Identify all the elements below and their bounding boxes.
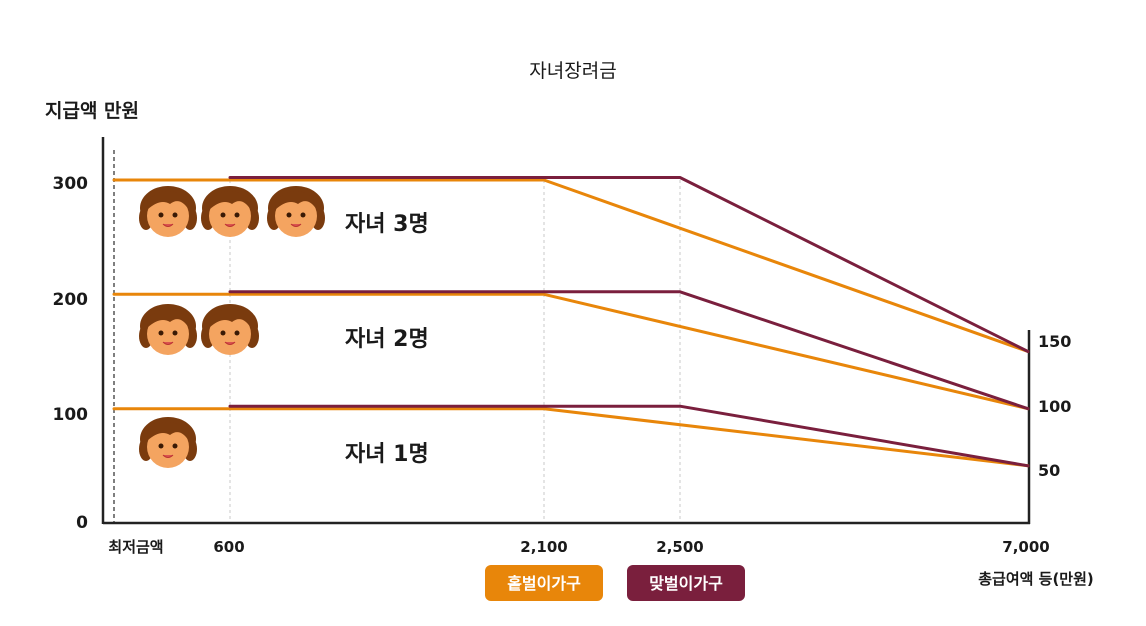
- child-face-icon: [139, 417, 197, 468]
- axis-layer: [101, 137, 1031, 525]
- y-tick-label-0: 0: [76, 513, 88, 533]
- series-line-single-3-children: [112, 178, 1030, 353]
- x-tick-label-7000: 7,000: [1002, 538, 1049, 556]
- child-face-eye-right: [172, 212, 178, 218]
- legend-single-label: 홑벌이가구: [507, 574, 581, 593]
- child-face-mouth: [162, 223, 174, 227]
- child-face-eye-right: [172, 330, 178, 336]
- child-face-mouth: [290, 223, 302, 227]
- child-face-eye-left: [286, 212, 292, 218]
- child-face-mouth: [162, 454, 174, 458]
- child-face-bangs: [209, 191, 251, 210]
- child-face-eye-left: [158, 443, 164, 449]
- group-label-2-children: 자녀 2명: [345, 327, 429, 352]
- child-face-eye-left: [158, 212, 164, 218]
- child-face-skin: [209, 313, 251, 355]
- legend-dual-label: 맞벌이가구: [649, 574, 723, 593]
- series-line-dual-3-children: [228, 176, 1030, 353]
- series-layer: [112, 176, 1030, 468]
- grid-layer: [113, 150, 681, 523]
- series-line-dual-1-children: [228, 404, 1030, 468]
- child-face-bangs: [147, 191, 189, 210]
- child-face-eye-left: [158, 330, 164, 336]
- child-face-skin: [209, 195, 251, 237]
- right-tick-label-100: 100: [1038, 397, 1071, 416]
- child-face-mouth: [162, 341, 174, 345]
- child-face-icon: [267, 186, 325, 237]
- child-face-eye-left: [220, 330, 226, 336]
- child-face-skin: [147, 313, 189, 355]
- child-face-eye-right: [234, 212, 240, 218]
- legend-single-box: [485, 565, 603, 601]
- child-face-eye-right: [234, 330, 240, 336]
- right-tick-label-50: 50: [1038, 461, 1060, 480]
- child-face-icon: [139, 304, 197, 355]
- series-line-single-1-children: [112, 407, 1030, 468]
- child-face-eye-left: [220, 212, 226, 218]
- child-face-icon: [201, 304, 259, 355]
- child-face-eye-right: [172, 443, 178, 449]
- child-face-skin: [275, 195, 317, 237]
- y-tick-label-200: 200: [53, 290, 89, 310]
- child-face-bangs: [147, 422, 189, 441]
- series-line-dual-2-children: [228, 290, 1030, 411]
- child-face-skin: [147, 426, 189, 468]
- legend: 홑벌이가구 맞벌이가구: [485, 565, 745, 601]
- child-face-icon: [201, 186, 259, 237]
- series-line-single-2-children: [112, 292, 1030, 411]
- child-face-bangs: [147, 309, 189, 328]
- y-tick-label-100: 100: [53, 405, 89, 425]
- legend-dual-box: [627, 565, 745, 601]
- faces-layer: [139, 186, 325, 468]
- child-face-icon: [139, 186, 197, 237]
- child-face-bangs: [275, 191, 317, 210]
- y-tick-label-300: 300: [53, 174, 89, 194]
- child-face-eye-right: [300, 212, 306, 218]
- x-tick-label-min: 최저금액: [108, 538, 163, 556]
- chart-title: 자녀장려금: [529, 60, 616, 82]
- child-face-skin: [147, 195, 189, 237]
- right-tick-label-150: 150: [1038, 332, 1071, 351]
- child-face-mouth: [224, 341, 236, 345]
- x-tick-label-600: 600: [213, 538, 244, 556]
- group-label-1-child: 자녀 1명: [345, 442, 429, 467]
- y-axis-label: 지급액 만원: [45, 100, 139, 122]
- x-axis-label: 총급여액 등(만원): [978, 570, 1094, 588]
- x-tick-label-2500: 2,500: [656, 538, 703, 556]
- group-label-3-children: 자녀 3명: [345, 212, 429, 237]
- child-face-bangs: [209, 309, 251, 328]
- child-face-mouth: [224, 223, 236, 227]
- x-tick-label-2100: 2,100: [520, 538, 567, 556]
